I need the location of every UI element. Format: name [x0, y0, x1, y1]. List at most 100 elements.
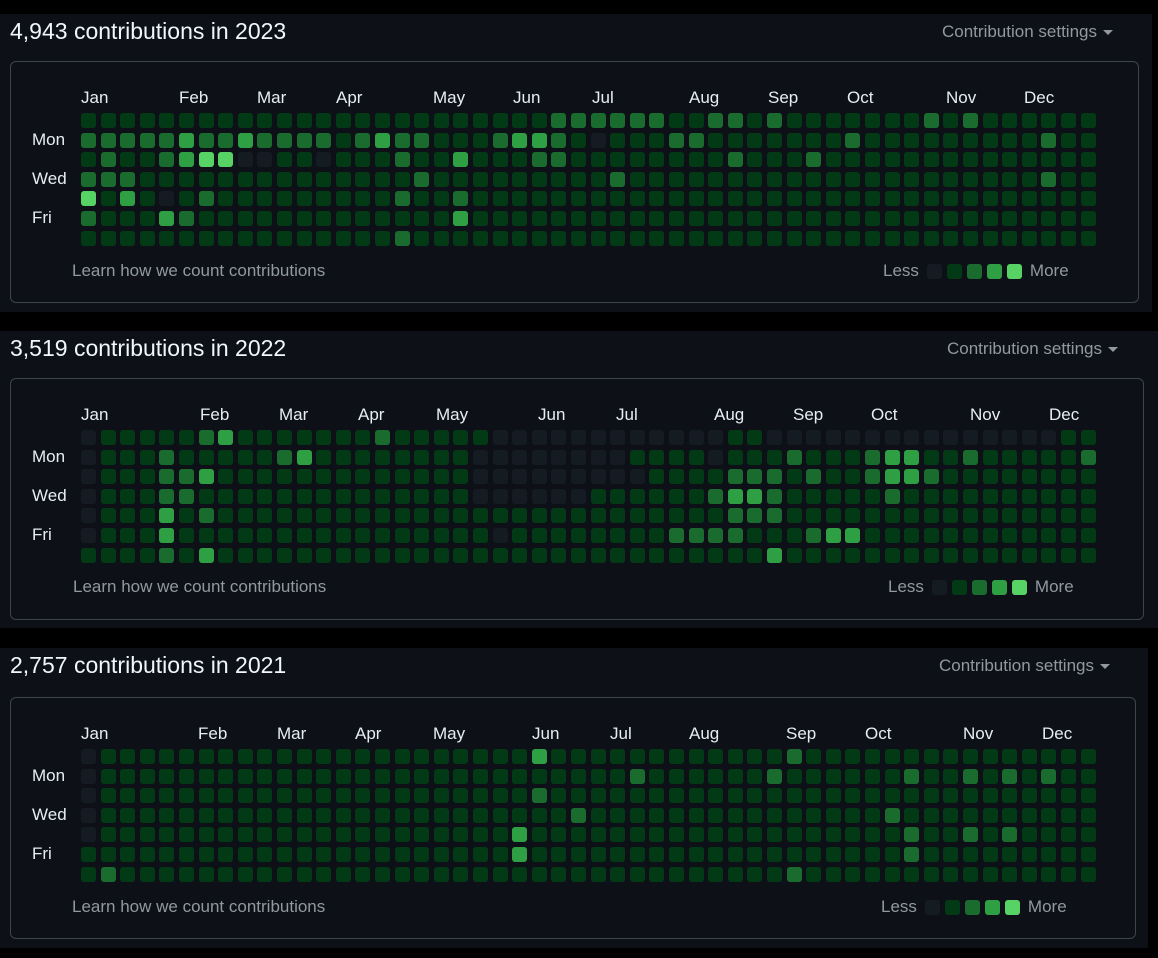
contribution-day[interactable]	[531, 171, 547, 187]
contribution-day[interactable]	[708, 171, 724, 187]
contribution-day[interactable]	[139, 230, 155, 246]
contribution-day[interactable]	[414, 528, 430, 543]
contribution-day[interactable]	[100, 191, 116, 207]
contribution-day[interactable]	[904, 827, 920, 843]
contribution-day[interactable]	[414, 807, 430, 823]
contribution-day[interactable]	[708, 788, 724, 804]
contribution-day[interactable]	[727, 449, 743, 465]
contribution-day[interactable]	[453, 847, 469, 862]
contribution-day[interactable]	[394, 488, 410, 504]
contribution-day[interactable]	[551, 211, 567, 226]
contribution-day[interactable]	[159, 230, 175, 246]
contribution-day[interactable]	[394, 430, 410, 445]
contribution-day[interactable]	[669, 749, 684, 764]
contribution-day[interactable]	[473, 768, 488, 784]
contribution-day[interactable]	[747, 469, 763, 485]
contribution-day[interactable]	[629, 469, 645, 485]
contribution-day[interactable]	[806, 547, 822, 563]
contribution-day[interactable]	[708, 152, 724, 168]
contribution-day[interactable]	[865, 847, 880, 862]
contribution-day[interactable]	[747, 847, 763, 862]
contribution-day[interactable]	[590, 528, 606, 543]
contribution-day[interactable]	[296, 488, 312, 504]
contribution-day[interactable]	[1041, 528, 1057, 543]
contribution-day[interactable]	[688, 788, 704, 804]
contribution-day[interactable]	[884, 807, 900, 823]
contribution-day[interactable]	[492, 113, 508, 128]
contribution-day[interactable]	[649, 768, 665, 784]
contribution-day[interactable]	[453, 430, 469, 445]
contribution-day[interactable]	[159, 113, 175, 128]
contribution-day[interactable]	[218, 211, 234, 226]
contribution-day[interactable]	[825, 449, 841, 465]
contribution-day[interactable]	[316, 171, 332, 187]
contribution-day[interactable]	[982, 469, 998, 485]
contribution-day[interactable]	[218, 113, 234, 128]
contribution-day[interactable]	[277, 449, 292, 465]
contribution-day[interactable]	[237, 469, 253, 485]
contribution-day[interactable]	[179, 113, 194, 128]
contribution-day[interactable]	[335, 230, 351, 246]
contribution-day[interactable]	[1080, 152, 1096, 168]
contribution-day[interactable]	[786, 866, 802, 882]
contribution-day[interactable]	[982, 807, 998, 823]
contribution-day[interactable]	[433, 191, 449, 207]
contribution-day[interactable]	[629, 749, 645, 764]
contribution-day[interactable]	[571, 132, 586, 148]
contribution-day[interactable]	[1061, 847, 1076, 862]
contribution-day[interactable]	[669, 113, 684, 128]
contribution-day[interactable]	[963, 449, 978, 465]
contribution-day[interactable]	[963, 788, 978, 804]
contribution-day[interactable]	[1080, 469, 1096, 485]
contribution-day[interactable]	[1061, 528, 1076, 543]
contribution-day[interactable]	[179, 449, 194, 465]
contribution-day[interactable]	[767, 788, 782, 804]
contribution-day[interactable]	[512, 768, 528, 784]
contribution-day[interactable]	[375, 230, 390, 246]
contribution-day[interactable]	[1002, 807, 1018, 823]
contribution-day[interactable]	[335, 211, 351, 226]
contribution-day[interactable]	[786, 469, 802, 485]
contribution-day[interactable]	[375, 430, 390, 445]
contribution-day[interactable]	[375, 547, 390, 563]
contribution-day[interactable]	[963, 171, 978, 187]
contribution-day[interactable]	[551, 430, 567, 445]
contribution-day[interactable]	[1080, 430, 1096, 445]
contribution-day[interactable]	[1021, 528, 1037, 543]
contribution-day[interactable]	[982, 449, 998, 465]
contribution-day[interactable]	[767, 113, 782, 128]
contribution-day[interactable]	[198, 449, 214, 465]
contribution-day[interactable]	[257, 171, 273, 187]
contribution-day[interactable]	[375, 528, 390, 543]
contribution-day[interactable]	[884, 788, 900, 804]
contribution-day[interactable]	[1021, 469, 1037, 485]
contribution-day[interactable]	[904, 807, 920, 823]
contribution-day[interactable]	[1061, 788, 1076, 804]
contribution-day[interactable]	[433, 768, 449, 784]
contribution-day[interactable]	[1041, 449, 1057, 465]
contribution-day[interactable]	[610, 768, 626, 784]
contribution-day[interactable]	[629, 113, 645, 128]
contribution-day[interactable]	[198, 749, 214, 764]
contribution-day[interactable]	[512, 230, 528, 246]
contribution-day[interactable]	[81, 547, 96, 563]
contribution-day[interactable]	[727, 768, 743, 784]
contribution-day[interactable]	[218, 171, 234, 187]
contribution-day[interactable]	[159, 430, 175, 445]
contribution-day[interactable]	[571, 547, 586, 563]
contribution-day[interactable]	[688, 230, 704, 246]
contribution-day[interactable]	[120, 469, 136, 485]
contribution-day[interactable]	[237, 449, 253, 465]
contribution-day[interactable]	[571, 171, 586, 187]
contribution-day[interactable]	[277, 430, 292, 445]
contribution-day[interactable]	[198, 230, 214, 246]
contribution-day[interactable]	[590, 171, 606, 187]
contribution-day[interactable]	[727, 171, 743, 187]
contribution-day[interactable]	[708, 488, 724, 504]
contribution-day[interactable]	[825, 113, 841, 128]
contribution-day[interactable]	[688, 807, 704, 823]
contribution-day[interactable]	[904, 469, 920, 485]
contribution-day[interactable]	[257, 152, 273, 168]
contribution-day[interactable]	[218, 230, 234, 246]
contribution-day[interactable]	[394, 866, 410, 882]
